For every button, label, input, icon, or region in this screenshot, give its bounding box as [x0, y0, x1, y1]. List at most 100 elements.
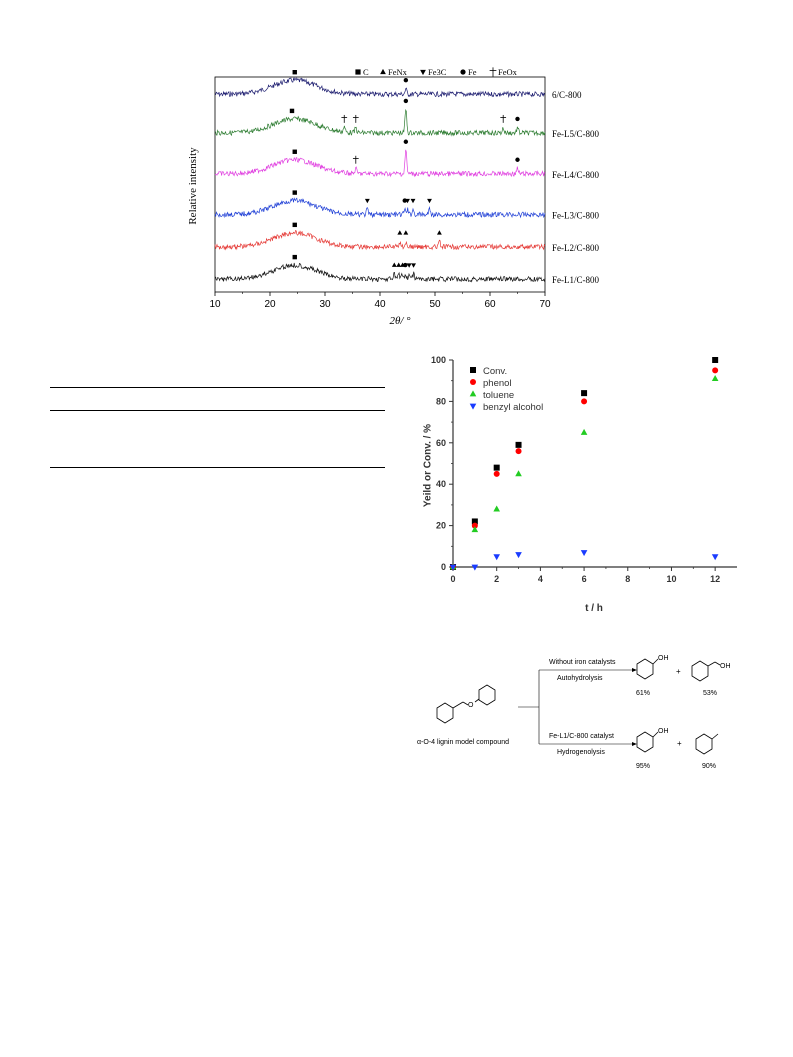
xrd-legend-label-1: FeNx — [388, 67, 408, 77]
kin-point-2-5 — [711, 375, 719, 382]
xrd-peak-marker-1-1 — [341, 114, 348, 123]
xrd-y-axis-label: Relative intensity — [187, 111, 199, 261]
table-top-rule — [50, 387, 385, 388]
xrd-peak-marker-0-1 — [403, 78, 409, 83]
xrd-xtick-label-70: 70 — [539, 299, 551, 310]
o-bond-right — [474, 698, 480, 703]
xrd-peak-marker-2-2 — [403, 139, 409, 144]
xrd-chart: 10 20 30 40 50 60 70 C FeNx Fe3C Fe FeOx 6/C-800 Fe-L… — [180, 55, 620, 340]
reaction-scheme-svg: O α-O-4 lignin model compound Without ir… — [417, 655, 731, 770]
top-yield-phenol: 61% — [636, 690, 650, 697]
xrd-peak-marker-1-3 — [403, 98, 409, 104]
kin-point-3-0 — [449, 564, 457, 571]
kinetics-ylabel-text: Yeild or Conv. / % — [422, 423, 434, 508]
top-phenol-oh: OH — [658, 655, 669, 662]
xrd-series-0 — [214, 77, 546, 98]
xrd-peak-marker-3-1 — [364, 198, 370, 204]
kinetics-plot-svg: 0 2 4 6 8 10 12 0 20 40 60 80 100 Conv.phenoltolueneb… — [431, 355, 737, 584]
xrd-peak-marker-3-4 — [410, 198, 416, 204]
kin-xtick-label-0: 0 — [450, 574, 455, 584]
xrd-peak-marker-2-0 — [292, 149, 297, 154]
xrd-legend-marker-3 — [460, 69, 466, 75]
xrd-peak-marker-1-2 — [352, 114, 359, 123]
kin-xtick-label-6: 6 — [582, 574, 587, 584]
xrd-x-axis-label: 2θ/ ° — [380, 315, 420, 327]
xrd-legend-marker-4 — [489, 67, 497, 77]
xrd-peak-marker-1-4 — [500, 114, 507, 123]
xrd-ylabel-text: Relative intensity — [187, 147, 199, 225]
xrd-peak-marker-5-5 — [406, 263, 412, 268]
xrd-legend-label-2: Fe3C — [428, 67, 447, 77]
kin-point-3-1 — [471, 564, 479, 571]
kin-point-0-4 — [581, 390, 588, 397]
xrd-legend-label-4: FeOx — [498, 67, 518, 77]
xrd-series-3 — [214, 197, 546, 219]
kinetics-y-axis-label: Yeild or Conv. / % — [423, 406, 434, 526]
reaction-scheme: O α-O-4 lignin model compound Without ir… — [415, 632, 745, 772]
bottom-route-type: Hydrogenolysis — [557, 749, 605, 756]
kin-legend-label-2: toluene — [483, 390, 514, 401]
kin-legend-label-3: benzyl alcohol — [483, 402, 543, 413]
top-plus: + — [676, 667, 681, 676]
xrd-plot-svg: 10 20 30 40 50 60 70 C FeNx Fe3C Fe FeOx 6/C-800 Fe-L… — [209, 67, 599, 310]
bottom-arrowhead — [632, 742, 637, 746]
kin-point-2-1 — [471, 526, 479, 533]
top-route-type: Autohydrolysis — [557, 675, 603, 682]
xrd-peak-marker-4-3 — [436, 230, 442, 235]
kin-ytick-label-60: 60 — [436, 438, 446, 448]
substrate-o-label: O — [468, 702, 474, 709]
xrd-xlabel-text: 2θ/ ° — [389, 315, 411, 327]
kin-ytick-label-0: 0 — [441, 562, 446, 572]
xrd-peak-marker-1-0 — [289, 108, 295, 114]
kin-point-1-3 — [515, 448, 522, 455]
bottom-yield-toluene: 90% — [702, 763, 716, 770]
kin-point-3-2 — [493, 554, 500, 561]
xrd-peak-marker-3-5 — [427, 198, 432, 204]
xrd-legend-label-0: C — [363, 67, 369, 77]
benzyl-alcohol-oh: OH — [720, 663, 731, 670]
kin-point-1-4 — [581, 398, 588, 405]
kin-xtick-label-10: 10 — [666, 574, 676, 584]
xrd-peak-marker-5-2 — [396, 262, 402, 267]
xrd-series-label-0: 6/C-800 — [552, 90, 582, 100]
kin-ytick-label-100: 100 — [431, 355, 446, 365]
table-header-rule — [50, 410, 385, 411]
kin-point-3-3 — [515, 552, 522, 559]
top-arrowhead — [632, 668, 637, 672]
xrd-xtick-label-30: 30 — [319, 299, 331, 310]
xrd-peak-marker-2-3 — [515, 157, 520, 162]
substrate-ring-right — [478, 684, 496, 706]
kin-legend-marker-0 — [470, 367, 476, 373]
kin-point-3-4 — [580, 550, 588, 557]
xrd-xtick-label-60: 60 — [484, 299, 496, 310]
kin-point-0-5 — [712, 357, 719, 363]
kin-point-2-2 — [493, 505, 500, 512]
xrd-series-1 — [214, 108, 546, 137]
xrd-xtick-label-40: 40 — [374, 299, 386, 310]
kin-point-0-3 — [515, 441, 522, 448]
substrate-label: α-O-4 lignin model compound — [417, 739, 509, 746]
o-bond-left — [462, 701, 469, 706]
xrd-legend: C FeNx Fe3C Fe FeOx — [355, 67, 518, 77]
xrd-peak-marker-3-0 — [292, 190, 297, 195]
xrd-peak-marker-4-0 — [292, 222, 297, 228]
kin-point-0-1 — [471, 518, 478, 525]
kin-point-1-5 — [712, 367, 719, 374]
table-bottom-rule — [50, 467, 385, 468]
kinetics-x-axis-label: t / h — [574, 603, 614, 614]
top-phenol-ring — [636, 658, 654, 680]
benzyl-ch2-bond — [707, 661, 716, 667]
xrd-peak-marker-5-1 — [391, 262, 397, 267]
substrate-structure — [436, 684, 496, 724]
xrd-plot-frame — [214, 76, 546, 293]
xrd-series-2 — [214, 149, 546, 178]
kin-legend-marker-2 — [469, 390, 477, 397]
xrd-peak-marker-5-4 — [403, 262, 408, 268]
xrd-legend-marker-0 — [355, 69, 361, 75]
bottom-plus: + — [677, 739, 682, 748]
xrd-series-label-2: Fe-L4/C-800 — [552, 170, 599, 180]
kin-legend-marker-3 — [469, 403, 477, 410]
xrd-peak-marker-5-0 — [292, 254, 297, 260]
xrd-series-label-1: Fe-L5/C-800 — [552, 129, 599, 139]
bottom-route-condition: Fe-L1/C-800 catalyst — [549, 733, 614, 740]
